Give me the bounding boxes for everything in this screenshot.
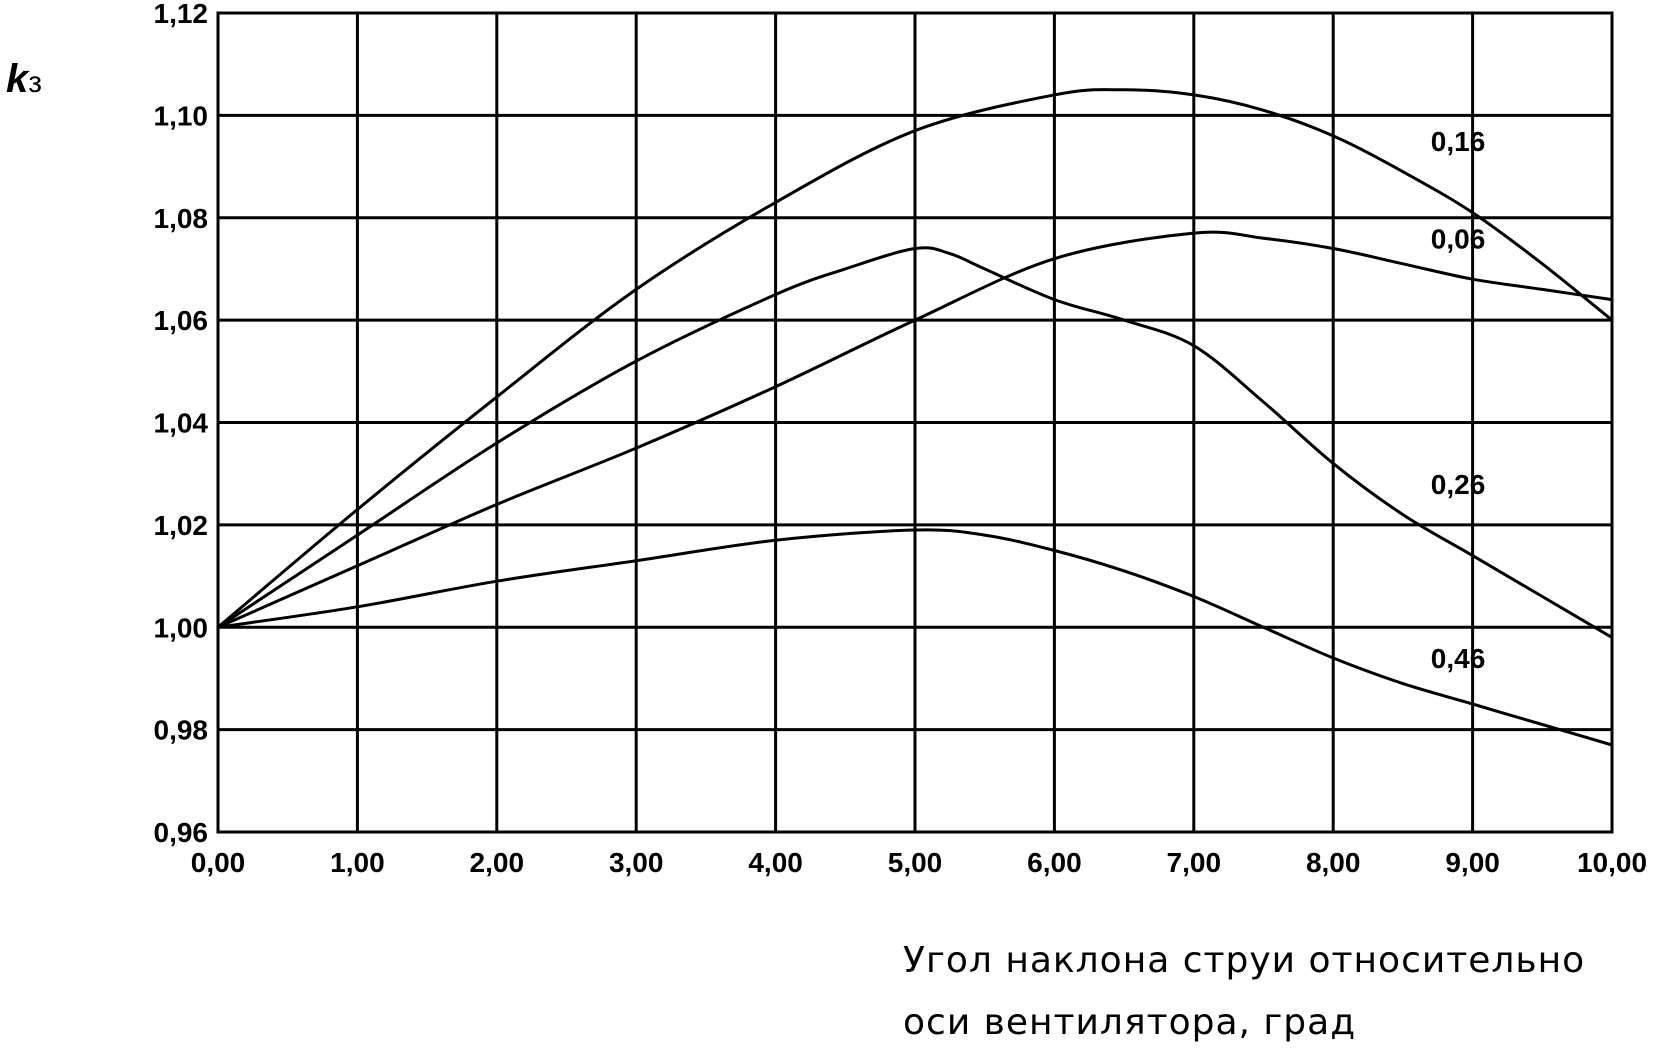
x-axis-ticks: 0,00 1,00 2,00 3,00 4,00 5,00 6,00 7,00 8,00 9,00… (191, 847, 1647, 878)
series-label: 0,26 (1431, 469, 1486, 500)
x-tick-label: 8,00 (1306, 847, 1361, 878)
x-tick-label: 5,00 (888, 847, 943, 878)
series-label: 0,46 (1431, 643, 1486, 674)
x-tick-label: 6,00 (1027, 847, 1082, 878)
series-line (216, 88, 1614, 629)
y-axis-ticks: 0,96 0,98 1,00 1,02 1,04 1,06 1,08 1,10 1,12 (154, 0, 209, 848)
x-tick-label: 7,00 (1167, 847, 1222, 878)
x-tick-label: 2,00 (470, 847, 525, 878)
grid (218, 13, 1612, 832)
series-line (216, 528, 1614, 747)
plot-frame (216, 11, 1614, 834)
x-axis-label-line-2: оси вентилятора, град (903, 1002, 1357, 1043)
series-lines (216, 88, 1614, 747)
series-line (216, 246, 1614, 639)
y-tick-label: 1,12 (154, 0, 209, 29)
y-tick-label: 1,06 (154, 305, 209, 336)
y-axis-label-sub: з (28, 66, 42, 99)
series-label: 0,06 (1431, 223, 1486, 254)
x-tick-label: 4,00 (748, 847, 803, 878)
x-tick-label: 0,00 (191, 847, 246, 878)
y-tick-label: 1,10 (154, 100, 209, 131)
x-tick-label: 9,00 (1445, 847, 1500, 878)
y-axis-label: kз (6, 57, 42, 101)
y-axis-label-main: k (6, 57, 30, 101)
y-tick-label: 1,04 (154, 408, 209, 439)
x-axis-label-line-1: Угол наклона струи относительно (903, 940, 1586, 981)
series-labels: 0,16 0,06 0,26 0,46 (1431, 126, 1486, 674)
plot-area-border (216, 11, 1614, 834)
y-tick-label: 1,02 (154, 510, 209, 541)
y-tick-label: 1,00 (154, 612, 209, 643)
y-tick-label: 1,08 (154, 203, 209, 234)
y-tick-label: 0,98 (154, 715, 209, 746)
x-tick-label: 1,00 (330, 847, 385, 878)
series-label: 0,16 (1431, 126, 1486, 157)
series-line (216, 230, 1614, 629)
y-tick-label: 0,96 (154, 817, 209, 848)
x-tick-label: 10,00 (1577, 847, 1647, 878)
x-tick-label: 3,00 (609, 847, 664, 878)
